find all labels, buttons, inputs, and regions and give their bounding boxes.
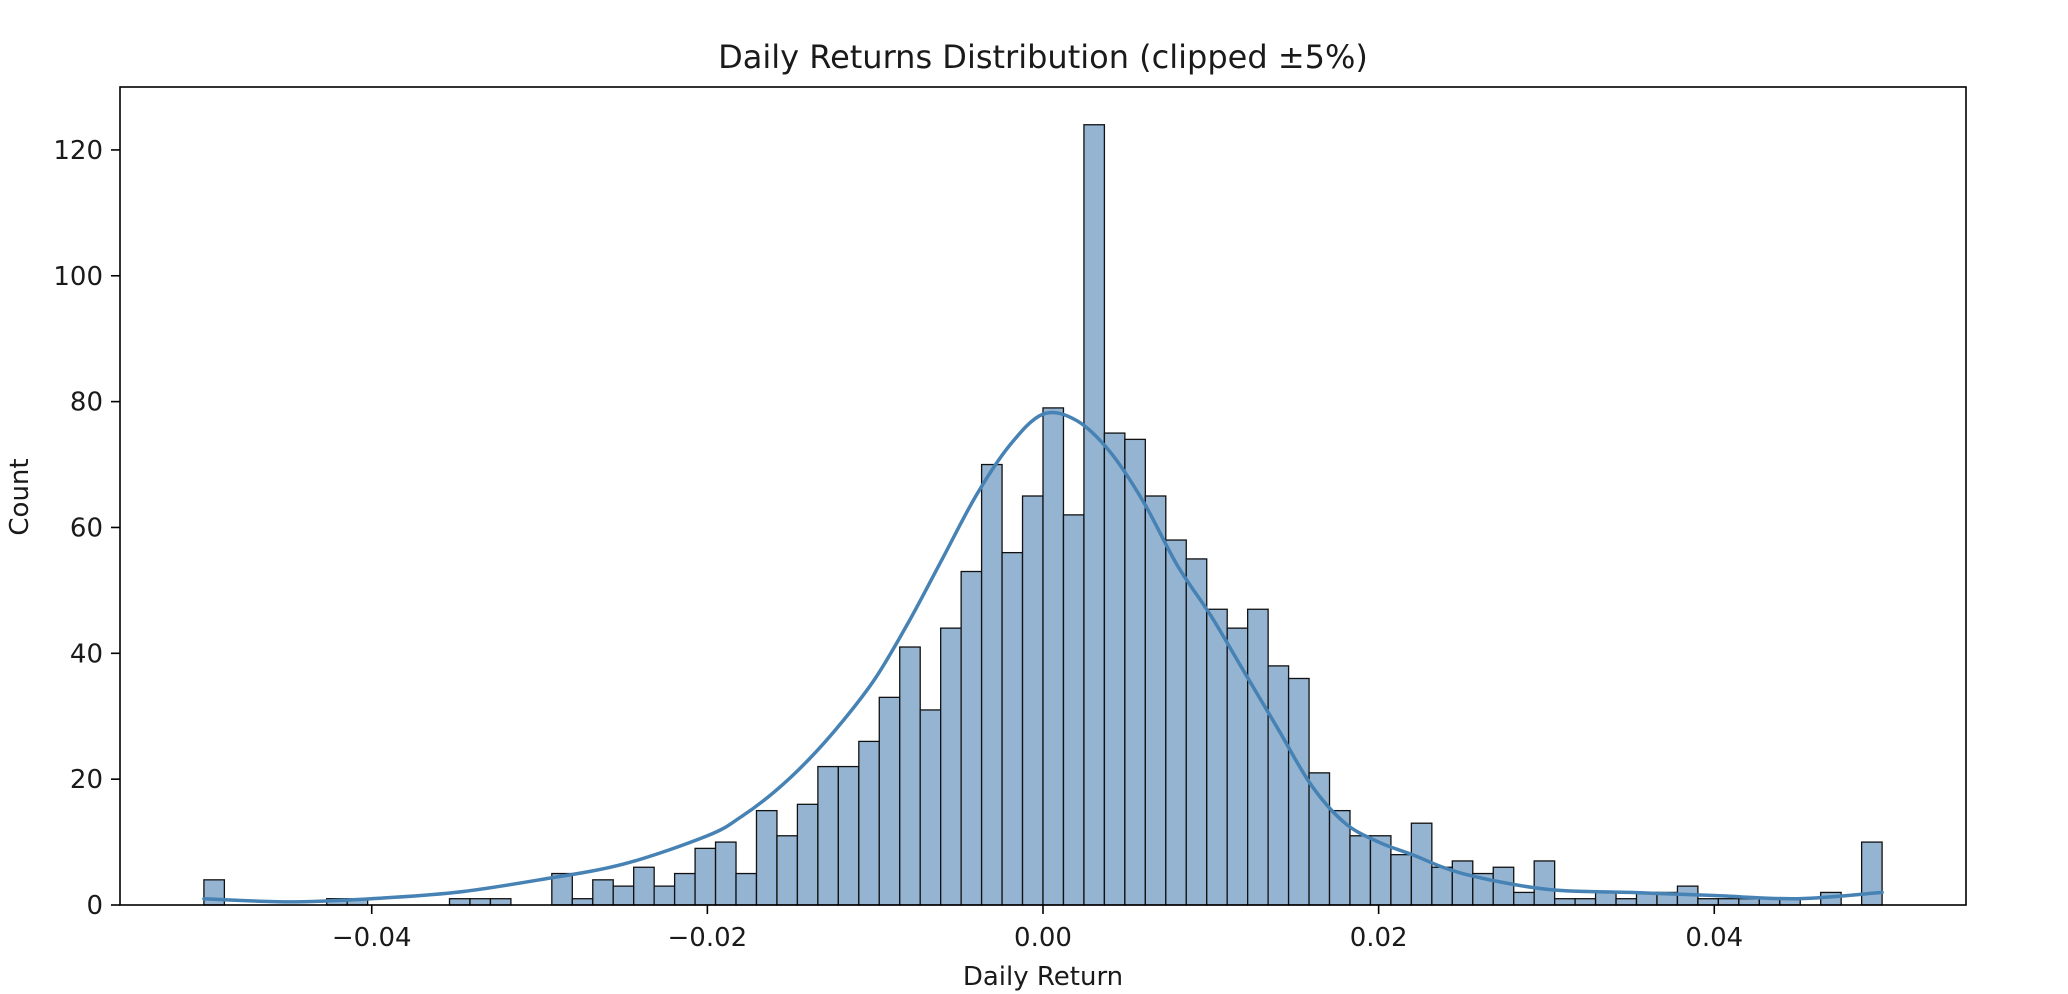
histogram-bar <box>489 898 512 906</box>
histogram-bar <box>592 879 614 906</box>
histogram-bar <box>980 463 1003 906</box>
histogram-bar <box>1410 822 1433 906</box>
x-tick-label: −0.02 <box>668 923 748 953</box>
histogram-bar <box>1165 539 1187 906</box>
histogram-bar <box>1697 898 1720 906</box>
x-tick-label: −0.04 <box>332 923 412 953</box>
chart-title: Daily Returns Distribution (clipped ±5%) <box>718 38 1368 76</box>
x-tick-label: 0.02 <box>1350 923 1408 953</box>
y-tick-label: 60 <box>70 513 103 543</box>
y-tick-label: 120 <box>53 136 103 166</box>
ticks-layer: −0.04 −0.02 0.00 0.02 0.04 0 20 40 60 80 100 120 <box>53 136 1743 953</box>
histogram-bar <box>1574 898 1597 906</box>
histogram-bar <box>1103 432 1126 906</box>
y-axis-label: Count <box>5 458 35 535</box>
y-tick-label: 100 <box>53 262 103 292</box>
histogram-bar <box>1594 891 1617 906</box>
y-tick-label: 0 <box>86 891 103 921</box>
histogram-bar <box>1267 665 1290 906</box>
histogram-bar <box>776 835 799 906</box>
histogram-bar <box>919 709 942 906</box>
histogram-bar <box>960 570 983 906</box>
histogram-bar <box>837 765 860 906</box>
histogram-bar <box>571 898 594 906</box>
histogram-bar <box>796 803 819 906</box>
histogram-bar <box>1287 677 1310 906</box>
histogram-bar <box>1390 854 1413 906</box>
histogram-bar <box>714 841 737 906</box>
histogram-bar <box>1001 551 1024 906</box>
histogram-bar <box>899 646 921 906</box>
histogram-bar <box>1042 407 1065 906</box>
y-tick-label: 40 <box>70 639 103 669</box>
histogram-bar <box>817 765 840 906</box>
histogram-bar <box>940 627 962 906</box>
histogram-bar <box>1533 860 1556 906</box>
y-tick-label: 20 <box>70 765 103 795</box>
histogram-bar <box>1553 898 1576 906</box>
x-axis-label: Daily Return <box>963 962 1123 992</box>
histogram-bar <box>878 696 901 906</box>
histogram-bar <box>1738 898 1760 906</box>
histogram-bar <box>1615 898 1638 906</box>
histogram-bar <box>1062 514 1085 906</box>
histogram-bar <box>673 872 696 906</box>
histogram-bar <box>1021 495 1044 906</box>
histogram-bar <box>1247 608 1269 906</box>
histogram-bar <box>469 898 492 906</box>
histogram-bar <box>735 872 758 906</box>
histogram-bar <box>1717 898 1740 906</box>
histogram-bar <box>1513 891 1535 906</box>
histogram-bar <box>1349 835 1372 906</box>
x-tick-label: 0.04 <box>1685 923 1743 953</box>
histogram-bar <box>755 809 778 906</box>
kde-layer <box>202 410 1884 904</box>
histogram-bar <box>1431 866 1453 906</box>
histogram-bar <box>1083 124 1106 906</box>
histogram-bar <box>1124 438 1146 906</box>
histogram-bar <box>1185 558 1208 906</box>
histogram-bar <box>1492 866 1515 906</box>
histogram-bar <box>1308 772 1331 906</box>
histogram-bar <box>633 866 655 906</box>
bars-layer <box>203 124 1883 906</box>
histogram-bar <box>448 898 471 906</box>
histogram-bar <box>612 885 635 906</box>
y-tick-label: 80 <box>70 388 103 418</box>
histogram-bar <box>694 847 717 906</box>
x-tick-label: 0.00 <box>1014 923 1072 953</box>
kde-curve <box>202 410 1884 904</box>
histogram-bar <box>1144 495 1167 906</box>
histogram-bar <box>1451 860 1474 906</box>
histogram-bar <box>858 740 880 906</box>
histogram-bar <box>1206 608 1228 906</box>
histogram-bar <box>653 885 676 906</box>
